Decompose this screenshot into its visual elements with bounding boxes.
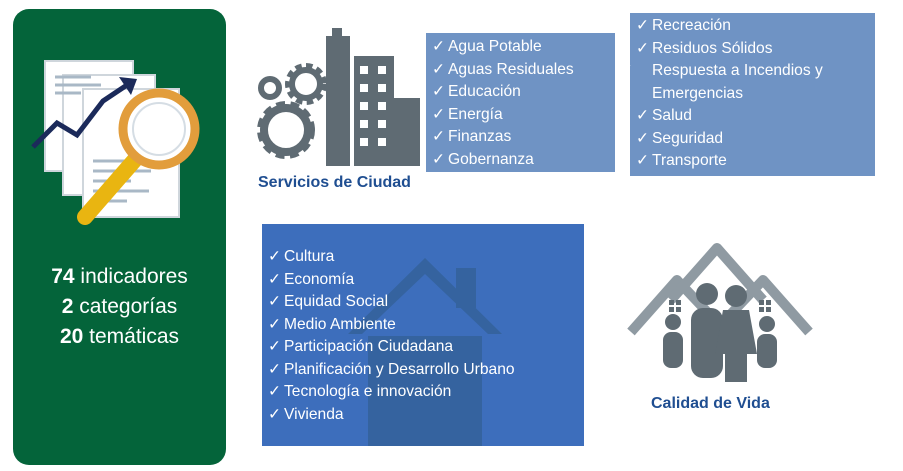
list-item-label: Transporte [652, 152, 727, 169]
list-item: ✓ Planificación y Desarrollo Urbano [268, 359, 515, 382]
checkmark-icon: ✓ [432, 105, 446, 123]
checkmark-icon: ✓ [636, 17, 650, 34]
family-home-icon [627, 243, 813, 382]
list-item: ✓ Residuos Sólidos [636, 38, 877, 61]
list-item: ✓ Vivienda [268, 404, 515, 427]
categories-count: 2 categorías [61, 295, 178, 318]
list-item: ✓ Medio Ambiente [268, 314, 515, 337]
list-item-label: Economía [284, 270, 355, 288]
checkmark-icon: ✓ [636, 152, 650, 169]
checkmark-icon: ✓ [268, 338, 282, 355]
list-item-label: Residuos Sólidos [652, 39, 773, 57]
list-item: ✓ Aguas Residuales [432, 59, 574, 82]
checkmark-icon: ✓ [432, 128, 446, 145]
list-item-label: Seguridad [652, 129, 724, 147]
list-item: ✓ Economía [268, 269, 515, 292]
checkmark-icon: ✓ [432, 60, 446, 78]
checkmark-icon: ✓ [268, 405, 282, 423]
checkmark-icon: ✓ [268, 383, 282, 400]
list-item: ✓ Tecnología e innovación [268, 381, 515, 404]
checkmark-icon: ✓ [268, 315, 282, 333]
list-item: ✓ Energía [432, 104, 574, 127]
checkmark-icon: ✓ [620, 62, 634, 79]
checkmark-icon: ✓ [268, 360, 282, 378]
summary-stats: 74 indicadores 2 categorías 20 temáticas [13, 262, 226, 352]
house-icon [348, 258, 502, 446]
list-item: ✓ Equidad Social [268, 291, 515, 314]
city-services-label: Servicios de Ciudad [258, 174, 411, 191]
quality-of-life-list: ✓ Cultura ✓ Economía ✓ Equidad Social ✓ Medio A… [262, 224, 584, 446]
list-item-label: Participación Ciudadana [284, 338, 454, 355]
list-item-label: Energía [448, 105, 503, 123]
list-item: ✓ Participación Ciudadana [268, 336, 515, 359]
city-services-list-1: ✓ Agua Potable ✓ Aguas Residuales ✓ Educación… [426, 33, 615, 172]
list-item-label: Agua Potable [448, 38, 542, 55]
checkmark-icon: ✓ [636, 129, 650, 147]
list-item-label: Gobernanza [448, 150, 534, 168]
list-item: ✓ Cultura [268, 246, 515, 269]
list-item-label: Finanzas [448, 128, 512, 145]
list-item: ✓ Transporte [636, 150, 877, 173]
list-item-label: Tecnología e innovación [284, 383, 452, 400]
list-item-label: Equidad Social [284, 293, 389, 310]
list-item: ✓ Finanzas [432, 126, 574, 149]
summary-panel: 74 indicadores 2 categorías 20 temáticas [13, 9, 226, 465]
checkmark-icon: ✓ [636, 107, 650, 124]
checkmark-icon: ✓ [432, 38, 446, 55]
themes-count: 20 temáticas [59, 325, 180, 348]
magnifier-document-chart-icon [31, 60, 200, 225]
list-item: ✓ Respuesta a Incendios y Emergencias [620, 60, 877, 105]
list-item-label: Respuesta a Incendios y Emergencias [652, 62, 823, 102]
checkmark-icon: ✓ [432, 83, 446, 100]
list-item-label: Salud [652, 107, 692, 124]
checkmark-icon: ✓ [268, 270, 282, 288]
quality-of-life-label: Calidad de Vida [651, 395, 770, 412]
list-item-label: Educación [448, 83, 521, 100]
list-item: ✓ Salud [636, 105, 877, 128]
city-gears-icon [257, 28, 420, 166]
list-item-label: Medio Ambiente [284, 315, 396, 333]
list-item-label: Vivienda [284, 405, 344, 423]
list-item: ✓ Seguridad [636, 128, 877, 151]
list-item-label: Planificación y Desarrollo Urbano [284, 360, 515, 378]
list-item: ✓ Gobernanza [432, 149, 574, 172]
checkmark-icon: ✓ [432, 150, 446, 168]
list-item-label: Aguas Residuales [448, 60, 574, 78]
checkmark-icon: ✓ [636, 39, 650, 57]
indicators-count: 74 indicadores [51, 265, 188, 288]
city-services-list-2: ✓ Recreación ✓ Residuos Sólidos ✓ Respuesta a… [620, 13, 877, 176]
checkmark-icon: ✓ [268, 248, 282, 265]
checkmark-icon: ✓ [268, 293, 282, 310]
list-item: ✓ Recreación [636, 15, 877, 38]
list-item: ✓ Educación [432, 81, 574, 104]
list-item: ✓ Agua Potable [432, 36, 574, 59]
list-item-label: Cultura [284, 248, 335, 265]
list-item-label: Recreación [652, 17, 731, 34]
